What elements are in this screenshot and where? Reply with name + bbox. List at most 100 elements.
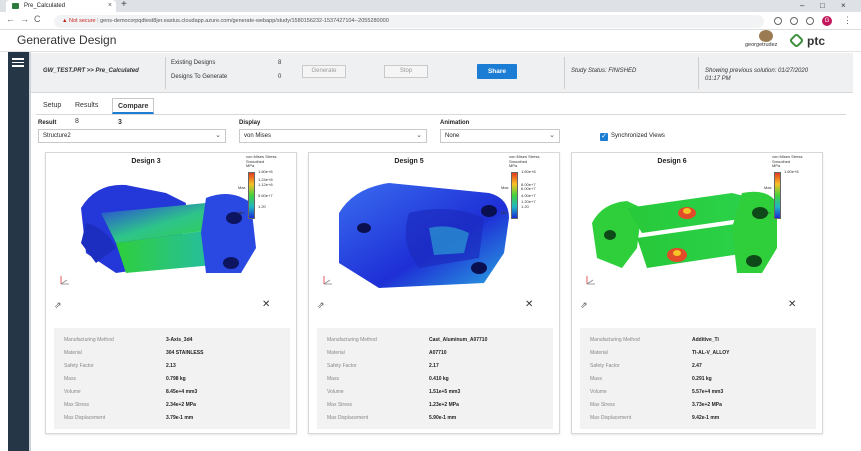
tab-setup[interactable]: Setup bbox=[43, 102, 62, 109]
part-stress-render[interactable] bbox=[319, 173, 551, 301]
minimize-button[interactable]: – bbox=[800, 1, 805, 10]
part-stress-render[interactable] bbox=[582, 173, 814, 301]
synchronized-views-checkbox[interactable]: ✓ bbox=[600, 133, 608, 141]
property-row: Volume 1.51e+5 mm3 bbox=[317, 386, 553, 398]
legend-min-label: Min bbox=[238, 210, 245, 215]
extension-icon-2[interactable] bbox=[806, 17, 814, 25]
property-row: Max Displacement 5.90e-1 mm bbox=[317, 412, 553, 424]
part-stress-render[interactable] bbox=[56, 173, 288, 301]
url-field[interactable]: ▲ Not secure | gens-democorpqdtest8jer.e… bbox=[54, 15, 764, 28]
legend-value: 8.00e+7 bbox=[521, 182, 536, 187]
property-value: A07710 bbox=[429, 350, 447, 356]
result-select[interactable]: Structure2 ⌄ bbox=[38, 129, 226, 143]
stress-legend: von Mises Stress Smoothed MPa Max Min 1.… bbox=[238, 154, 286, 223]
legend-title-3: MPa bbox=[772, 163, 781, 168]
chevron-down-icon: ⌄ bbox=[416, 132, 422, 139]
axis-triad-icon bbox=[60, 276, 69, 285]
property-label: Max Stress bbox=[327, 402, 353, 408]
star-icon[interactable] bbox=[774, 17, 782, 25]
divider bbox=[165, 57, 166, 89]
divider bbox=[564, 57, 565, 89]
browser-tab-title: Pre_Calculated bbox=[24, 3, 66, 9]
menu-icon[interactable] bbox=[12, 58, 24, 69]
legend-title-1: von Mises Stress bbox=[772, 154, 803, 159]
new-tab-button[interactable]: + bbox=[121, 0, 127, 10]
legend-title-1: von Mises Stress bbox=[509, 154, 540, 159]
property-label: Mass bbox=[590, 376, 602, 382]
generate-button[interactable]: Generate bbox=[302, 65, 346, 78]
stress-legend: von Mises Stress Smoothed MPa Max Min 1.… bbox=[501, 154, 549, 223]
property-row: Max Stress 3.73e+2 MPa bbox=[580, 399, 816, 411]
property-value: 5.90e-1 mm bbox=[429, 415, 457, 421]
design-card: Design 5 von Mises Stress Smoothed MPa M… bbox=[308, 152, 560, 434]
property-row: Material TI-AL-V_ALLOY bbox=[580, 347, 816, 359]
ptc-logo-icon bbox=[788, 32, 805, 49]
user-name[interactable]: georgetrudez bbox=[745, 42, 778, 48]
back-button[interactable]: ← bbox=[6, 14, 15, 24]
legend-max-label: Max bbox=[238, 185, 246, 190]
axis-triad-icon bbox=[586, 276, 595, 285]
property-value: 3.73e+2 MPa bbox=[692, 402, 722, 408]
property-value: 2.34e+2 MPa bbox=[166, 402, 196, 408]
animation-label: Animation bbox=[440, 120, 470, 126]
designs-to-generate-value: 0 bbox=[278, 74, 282, 80]
tab-compare[interactable]: Compare 3 bbox=[112, 98, 155, 126]
property-row: Safety Factor 2.17 bbox=[317, 360, 553, 372]
property-value: TI-AL-V_ALLOY bbox=[692, 350, 730, 356]
open-external-icon[interactable]: ⇗ bbox=[54, 300, 62, 310]
stop-button[interactable]: Stop bbox=[384, 65, 428, 78]
reload-button[interactable]: C bbox=[34, 14, 41, 24]
legend-value: 1.12e+8 bbox=[258, 182, 273, 187]
part-path: GW_TEST.PRT >> Pre_Calculated bbox=[43, 68, 139, 74]
axis-triad-icon bbox=[323, 276, 332, 285]
left-rail bbox=[8, 52, 29, 451]
close-card-icon[interactable]: ✕ bbox=[262, 299, 271, 310]
browser-tab[interactable]: Pre_Calculated × bbox=[6, 0, 116, 12]
url-text: gens-democorpqdtest8jer.eastus.cloudapp.… bbox=[100, 18, 389, 24]
legend-value: 1.60e+8 bbox=[258, 169, 273, 174]
designs-to-generate-label: Designs To Generate bbox=[171, 74, 228, 80]
close-card-icon[interactable]: ✕ bbox=[788, 299, 797, 310]
legend-value: 4.00e+7 bbox=[521, 193, 536, 198]
design-card: Design 3 von Mises Stress Smoothed MPa M… bbox=[45, 152, 297, 434]
property-value: 8.45e+4 mm3 bbox=[166, 389, 198, 395]
share-button[interactable]: Share bbox=[477, 64, 517, 79]
synchronized-views-label: Synchronized Views bbox=[611, 133, 665, 139]
open-external-icon[interactable]: ⇗ bbox=[580, 300, 588, 310]
property-value: 3-Axis_3d4 bbox=[166, 337, 193, 343]
warning-icon: ▲ bbox=[62, 18, 69, 24]
legend-title-2: Smoothed bbox=[509, 158, 528, 164]
browser-menu-icon[interactable]: ⋮ bbox=[843, 15, 852, 25]
divider bbox=[698, 57, 699, 89]
animation-select[interactable]: None ⌄ bbox=[440, 129, 560, 143]
legend-value: 1.60e+8 bbox=[784, 169, 799, 174]
tab-favicon-icon bbox=[12, 3, 19, 9]
tab-results[interactable]: Results 8 bbox=[75, 102, 99, 125]
property-label: Volume bbox=[590, 389, 607, 395]
tab-close-icon[interactable]: × bbox=[107, 2, 112, 9]
previous-solution-line1: Showing previous solution: 01/27/2020 bbox=[705, 68, 809, 74]
property-value: 1.23e+2 MPa bbox=[429, 402, 459, 408]
chevron-down-icon: ⌄ bbox=[215, 132, 221, 139]
property-value: Cast_Aluminum_A07710 bbox=[429, 337, 488, 343]
profile-avatar[interactable]: G bbox=[822, 16, 832, 26]
user-avatar[interactable] bbox=[759, 30, 773, 42]
extension-icon[interactable] bbox=[790, 17, 798, 25]
close-card-icon[interactable]: ✕ bbox=[525, 299, 534, 310]
result-select-value: Structure2 bbox=[43, 133, 71, 139]
property-row: Max Stress 1.23e+2 MPa bbox=[317, 399, 553, 411]
property-label: Manufacturing Method bbox=[64, 337, 114, 343]
display-select[interactable]: von Mises ⌄ bbox=[239, 129, 427, 143]
property-label: Material bbox=[64, 350, 82, 356]
property-label: Volume bbox=[64, 389, 81, 395]
maximize-button[interactable]: □ bbox=[820, 1, 825, 10]
window-close-button[interactable]: × bbox=[841, 1, 846, 10]
existing-designs-label: Existing Designs bbox=[171, 60, 216, 66]
design-card: Design 6 von Mises Stress Smoothed MPa M… bbox=[571, 152, 823, 434]
forward-button[interactable]: → bbox=[20, 14, 29, 24]
property-label: Manufacturing Method bbox=[590, 337, 640, 343]
property-row: Max Stress 2.34e+2 MPa bbox=[54, 399, 290, 411]
legend-max-label: Max bbox=[501, 185, 509, 190]
legend-value: 6.00e+7 bbox=[521, 186, 536, 191]
open-external-icon[interactable]: ⇗ bbox=[317, 300, 325, 310]
